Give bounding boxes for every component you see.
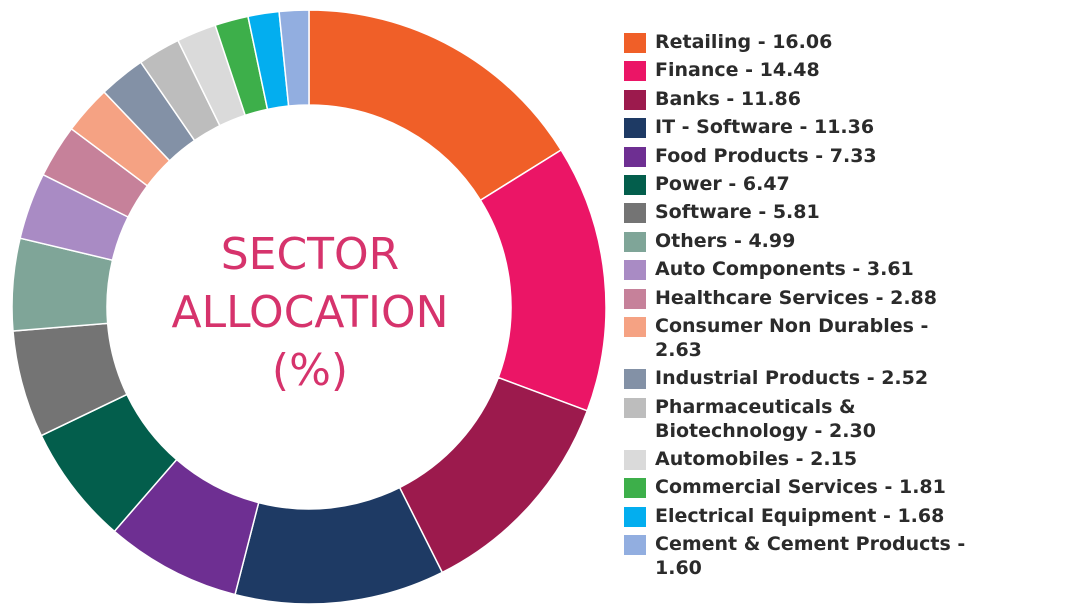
legend-swatch [624,89,646,110]
slice-retailing [308,9,563,202]
legend-label: Power - 6.47 [655,172,790,195]
legend-swatch [624,146,646,167]
legend-item-pharmaceuticals-biotechnology: Pharmaceuticals & Biotechnology - 2.30 [624,395,1064,443]
legend-label: Cement & Cement Products - 1.60 [655,533,966,580]
legend-swatch [624,231,646,252]
legend-label: IT - Software - 11.36 [655,116,875,139]
legend-swatch [624,61,646,82]
legend-swatch [624,33,646,53]
legend-item-consumer-non-durables: Consumer Non Durables - 2.63 [624,314,1064,362]
legend-swatch [624,174,646,195]
legend-item-others: Others - 4.99 [624,229,1064,253]
legend-label: Auto Components - 3.61 [655,258,914,281]
legend-swatch [624,203,646,224]
legend-item-electrical-equipment: Electrical Equipment - 1.68 [624,504,1064,528]
legend-label: Retailing - 16.06 [655,31,833,53]
legend-item-commercial-services: Commercial Services - 1.81 [624,475,1064,499]
legend-label: Industrial Products - 2.52 [655,367,929,390]
legend-label: Healthcare Services - 2.88 [655,286,937,309]
legend-item-it-software: IT - Software - 11.36 [624,115,1064,139]
legend-swatch [624,506,646,527]
legend-swatch [624,118,646,139]
legend-swatch [624,260,646,281]
donut-chart [11,9,607,605]
chart-title-line-2: ALLOCATION [171,287,449,338]
legend-label: Commercial Services - 1.81 [655,476,946,499]
legend-item-food-products: Food Products - 7.33 [624,144,1064,168]
legend-item-banks: Banks - 11.86 [624,87,1064,111]
legend-item-healthcare-services: Healthcare Services - 2.88 [624,286,1064,310]
chart-title-line-1: SECTOR [220,229,400,280]
chart-legend: Retailing - 16.06 Finance - 14.48 Banks - … [624,30,1064,585]
legend-item-finance: Finance - 14.48 [624,58,1064,82]
legend-label: Pharmaceuticals & Biotechnology - 2.30 [655,395,876,442]
legend-swatch [624,288,646,309]
legend-item-cement-cement-products: Cement & Cement Products - 1.60 [624,532,1064,580]
legend-swatch [624,369,646,390]
legend-swatch [624,450,646,471]
legend-swatch [624,397,646,418]
chart-title-line-3: (%) [271,345,349,396]
legend-label: Others - 4.99 [655,229,796,252]
legend-label: Electrical Equipment - 1.68 [655,504,945,527]
legend-label: Automobiles - 2.15 [655,448,858,471]
legend-label: Software - 5.81 [655,201,820,224]
legend-label: Finance - 14.48 [655,59,820,82]
legend-label: Banks - 11.86 [655,87,801,110]
legend-item-retailing: Retailing - 16.06 [624,30,1064,54]
legend-item-auto-components: Auto Components - 3.61 [624,257,1064,281]
slice-cement-cement-products [278,9,310,107]
legend-item-software: Software - 5.81 [624,200,1064,224]
chart-title: SECTOR ALLOCATION (%) [110,226,510,400]
legend-label: Food Products - 7.33 [655,144,877,167]
legend-item-power: Power - 6.47 [624,172,1064,196]
legend-item-industrial-products: Industrial Products - 2.52 [624,366,1064,390]
legend-swatch [624,535,646,556]
legend-label: Consumer Non Durables - 2.63 [655,314,929,361]
legend-swatch [624,316,646,337]
legend-swatch [624,478,646,499]
legend-item-automobiles: Automobiles - 2.15 [624,447,1064,471]
